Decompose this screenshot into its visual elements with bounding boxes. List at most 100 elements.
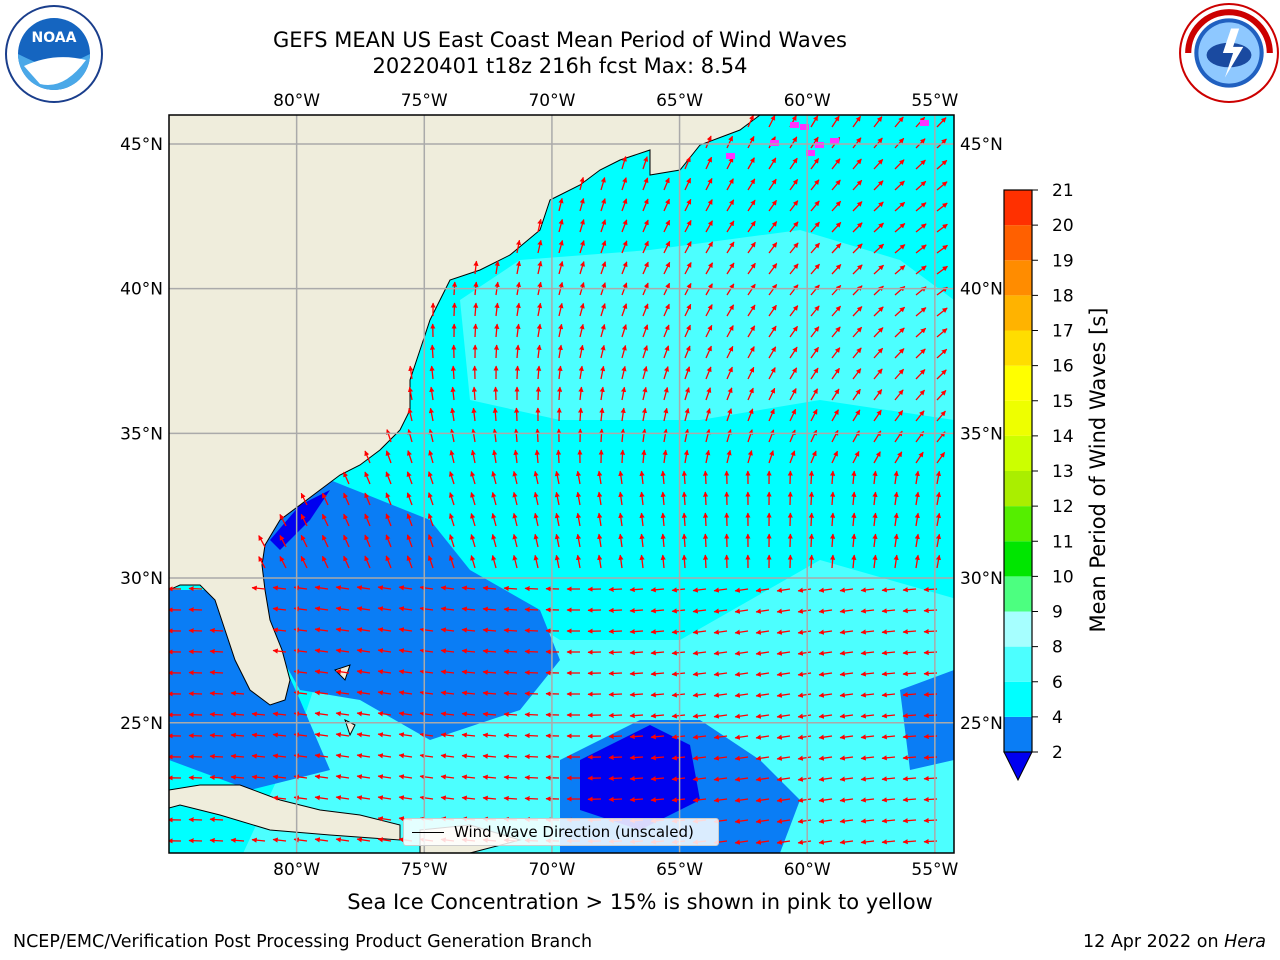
wave-direction-arrow [789, 136, 798, 149]
wave-direction-arrow [755, 713, 770, 719]
wave-direction-arrow [461, 732, 476, 738]
wave-direction-arrow [684, 345, 691, 359]
wave-direction-arrow [726, 220, 735, 233]
wave-direction-arrow [893, 470, 899, 485]
wave-direction-arrow [579, 219, 585, 233]
lat-tick-label: 40°N [960, 280, 1003, 300]
wave-direction-arrow [839, 587, 854, 593]
wave-direction-arrow [671, 629, 686, 635]
wave-direction-arrow [398, 606, 413, 612]
wave-direction-arrow [881, 587, 896, 593]
wave-direction-arrow [810, 179, 820, 191]
wave-direction-arrow [471, 386, 477, 401]
wave-direction-arrow [662, 449, 668, 464]
wave-direction-arrow [356, 627, 371, 633]
wave-direction-arrow [642, 365, 648, 380]
wave-direction-arrow [797, 818, 812, 824]
wave-direction-arrow [579, 261, 585, 275]
wave-direction-arrow [272, 585, 287, 591]
wave-direction-arrow [663, 177, 670, 191]
wave-direction-arrow [860, 608, 875, 614]
wave-direction-arrow [621, 156, 627, 170]
wave-direction-arrow [663, 240, 671, 254]
wave-direction-arrow [831, 388, 840, 401]
wave-direction-arrow [818, 608, 833, 614]
wave-direction-arrow [536, 323, 542, 338]
wave-direction-arrow [894, 306, 906, 317]
wave-direction-arrow [618, 512, 624, 527]
wave-direction-arrow [385, 450, 392, 464]
wave-direction-arrow [789, 242, 799, 254]
wave-direction-arrow [377, 585, 392, 591]
wave-direction-arrow [364, 555, 371, 569]
wave-direction-arrow [881, 629, 896, 635]
wave-direction-arrow [356, 606, 371, 612]
wave-direction-arrow [314, 774, 329, 780]
map-plot-area [169, 115, 954, 853]
wave-direction-arrow [491, 470, 497, 485]
wave-direction-arrow [705, 428, 711, 443]
wave-direction-arrow [470, 513, 476, 527]
wave-direction-arrow [472, 323, 479, 338]
wave-direction-arrow [356, 774, 371, 780]
wave-direction-arrow [272, 732, 287, 738]
wave-direction-arrow [629, 607, 644, 614]
wave-direction-arrow [364, 471, 371, 485]
lon-tick-label: 70°W [528, 91, 575, 111]
wave-direction-arrow [873, 180, 884, 191]
wave-direction-arrow [734, 713, 749, 719]
wave-direction-arrow [671, 797, 686, 803]
wave-direction-arrow [419, 711, 434, 717]
wave-direction-arrow [599, 386, 605, 401]
wave-direction-arrow [818, 839, 833, 845]
wave-direction-arrow [747, 450, 753, 464]
wave-direction-arrow [385, 471, 392, 485]
wave-direction-arrow [398, 711, 413, 717]
wave-direction-arrow [251, 753, 266, 759]
wave-direction-arrow [377, 774, 392, 780]
wave-direction-arrow [755, 608, 770, 614]
wave-direction-arrow [515, 302, 521, 317]
wave-direction-arrow [343, 555, 350, 569]
colorbar-tick-label: 17 [1052, 322, 1074, 342]
wave-direction-arrow [482, 585, 497, 591]
wave-direction-arrow [597, 554, 603, 569]
wave-direction-arrow [902, 818, 917, 824]
legend: Wind Wave Direction (unscaled) [403, 818, 719, 846]
lon-ticks-bottom: 80°W 75°W 70°W 65°W 60°W 55°W [273, 860, 958, 880]
wave-direction-arrow [524, 712, 539, 718]
wave-direction-arrow [692, 692, 707, 698]
wave-direction-arrow [482, 669, 497, 675]
wave-direction-arrow [852, 388, 861, 401]
wave-direction-arrow [642, 261, 649, 275]
wave-direction-arrow [524, 796, 539, 802]
wave-direction-arrow [881, 671, 896, 677]
wave-direction-arrow [810, 367, 819, 380]
wave-direction-arrow [936, 244, 948, 254]
wave-direction-arrow [600, 261, 607, 275]
sea-ice-cell [800, 124, 809, 130]
wave-direction-arrow [608, 649, 623, 655]
wave-direction-arrow [692, 755, 707, 761]
wave-direction-arrow [377, 669, 392, 675]
wave-direction-arrow [873, 222, 884, 233]
wave-direction-arrow [681, 470, 687, 485]
wave-direction-arrow [768, 429, 775, 443]
wave-direction-arrow [755, 839, 770, 845]
wave-direction-arrow [427, 471, 434, 485]
wave-direction-arrow [516, 260, 522, 275]
wave-direction-arrow [575, 491, 582, 506]
wave-direction-arrow [209, 648, 224, 655]
wave-direction-arrow [902, 755, 917, 761]
wave-direction-arrow [872, 470, 878, 485]
wave-direction-arrow [514, 365, 520, 380]
legend-line-swatch [412, 831, 444, 833]
wave-direction-arrow [935, 470, 942, 485]
wave-direction-arrow [251, 711, 266, 717]
wave-direction-arrow [860, 797, 875, 803]
wave-direction-arrow [702, 491, 709, 506]
wave-direction-arrow [797, 629, 812, 635]
wave-direction-arrow [810, 158, 820, 170]
colorbar-tick-label: 15 [1052, 392, 1074, 412]
wave-direction-arrow [251, 585, 266, 591]
